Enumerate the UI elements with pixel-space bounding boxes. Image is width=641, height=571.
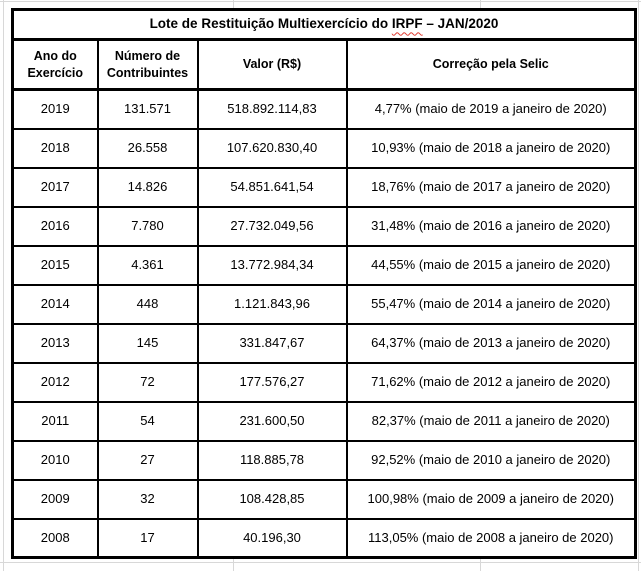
cell-value[interactable]: 518.892.114,83 xyxy=(196,88,348,130)
cell-selic[interactable]: 55,47% (maio de 2014 a janeiro de 2020) xyxy=(345,283,637,325)
table-title-prefix: Lote de Restituição Multiexercício do xyxy=(149,16,392,32)
table-row: 2016 7.780 27.732.049,56 31,48% (maio de… xyxy=(11,205,637,247)
cell-year[interactable]: 2017 xyxy=(11,166,99,208)
cell-selic[interactable]: 113,05% (maio de 2008 a janeiro de 2020) xyxy=(345,517,637,559)
cell-contributors[interactable]: 7.780 xyxy=(96,205,199,247)
cell-value[interactable]: 331.847,67 xyxy=(196,322,348,364)
cell-value[interactable]: 13.772.984,34 xyxy=(196,244,348,286)
cell-value[interactable]: 1.121.843,96 xyxy=(196,283,348,325)
spreadsheet-gridline-vertical xyxy=(638,0,639,571)
cell-selic[interactable]: 71,62% (maio de 2012 a janeiro de 2020) xyxy=(345,361,637,403)
cell-year[interactable]: 2008 xyxy=(11,517,99,559)
cell-year[interactable]: 2018 xyxy=(11,127,99,169)
table-row: 2009 32 108.428,85 100,98% (maio de 2009… xyxy=(11,478,637,520)
table-title-suffix: – JAN/2020 xyxy=(422,16,499,32)
table-row: 2015 4.361 13.772.984,34 44,55% (maio de… xyxy=(11,244,637,286)
cell-contributors[interactable]: 4.361 xyxy=(96,244,199,286)
cell-selic[interactable]: 18,76% (maio de 2017 a janeiro de 2020) xyxy=(345,166,637,208)
cell-value[interactable]: 177.576,27 xyxy=(196,361,348,403)
cell-year[interactable]: 2014 xyxy=(11,283,99,325)
cell-year[interactable]: 2013 xyxy=(11,322,99,364)
header-ano-exercicio[interactable]: Ano do Exercício xyxy=(11,38,99,91)
table-row: 2019 131.571 518.892.114,83 4,77% (maio … xyxy=(11,88,637,130)
spreadsheet-gridline-horizontal xyxy=(0,1,641,2)
table-title-row: Lote de Restituição Multiexercício do IR… xyxy=(11,8,637,41)
table-title-cell[interactable]: Lote de Restituição Multiexercício do IR… xyxy=(11,8,637,41)
cell-value[interactable]: 27.732.049,56 xyxy=(196,205,348,247)
table-row: 2017 14.826 54.851.641,54 18,76% (maio d… xyxy=(11,166,637,208)
cell-contributors[interactable]: 27 xyxy=(96,439,199,481)
table-row: 2013 145 331.847,67 64,37% (maio de 2013… xyxy=(11,322,637,364)
cell-value[interactable]: 40.196,30 xyxy=(196,517,348,559)
irpf-restitution-table: Lote de Restituição Multiexercício do IR… xyxy=(11,8,637,559)
cell-selic[interactable]: 31,48% (maio de 2016 a janeiro de 2020) xyxy=(345,205,637,247)
spreadsheet-gridline-horizontal xyxy=(0,562,641,563)
cell-selic[interactable]: 4,77% (maio de 2019 a janeiro de 2020) xyxy=(345,88,637,130)
cell-contributors[interactable]: 54 xyxy=(96,400,199,442)
header-numero-contribuintes[interactable]: Número de Contribuintes xyxy=(96,38,199,91)
cell-selic[interactable]: 100,98% (maio de 2009 a janeiro de 2020) xyxy=(345,478,637,520)
cell-contributors[interactable]: 131.571 xyxy=(96,88,199,130)
spreadsheet-gridline-vertical xyxy=(3,0,4,571)
header-correcao-selic[interactable]: Correção pela Selic xyxy=(345,38,637,91)
cell-contributors[interactable]: 448 xyxy=(96,283,199,325)
cell-selic[interactable]: 92,52% (maio de 2010 a janeiro de 2020) xyxy=(345,439,637,481)
cell-selic[interactable]: 82,37% (maio de 2011 a janeiro de 2020) xyxy=(345,400,637,442)
cell-contributors[interactable]: 32 xyxy=(96,478,199,520)
cell-value[interactable]: 118.885,78 xyxy=(196,439,348,481)
cell-year[interactable]: 2009 xyxy=(11,478,99,520)
cell-contributors[interactable]: 17 xyxy=(96,517,199,559)
cell-year[interactable]: 2015 xyxy=(11,244,99,286)
table-row: 2018 26.558 107.620.830,40 10,93% (maio … xyxy=(11,127,637,169)
cell-year[interactable]: 2011 xyxy=(11,400,99,442)
cell-selic[interactable]: 44,55% (maio de 2015 a janeiro de 2020) xyxy=(345,244,637,286)
cell-selic[interactable]: 64,37% (maio de 2013 a janeiro de 2020) xyxy=(345,322,637,364)
cell-contributors[interactable]: 14.826 xyxy=(96,166,199,208)
table-row: 2011 54 231.600,50 82,37% (maio de 2011 … xyxy=(11,400,637,442)
table-row: 2014 448 1.121.843,96 55,47% (maio de 20… xyxy=(11,283,637,325)
table-row: 2010 27 118.885,78 92,52% (maio de 2010 … xyxy=(11,439,637,481)
table-row: 2012 72 177.576,27 71,62% (maio de 2012 … xyxy=(11,361,637,403)
cell-contributors[interactable]: 26.558 xyxy=(96,127,199,169)
cell-contributors[interactable]: 72 xyxy=(96,361,199,403)
cell-value[interactable]: 107.620.830,40 xyxy=(196,127,348,169)
cell-year[interactable]: 2010 xyxy=(11,439,99,481)
cell-value[interactable]: 54.851.641,54 xyxy=(196,166,348,208)
table-row: 2008 17 40.196,30 113,05% (maio de 2008 … xyxy=(11,517,637,559)
table-title-spellcheck-word: IRPF xyxy=(391,16,423,32)
table-header-row: Ano do Exercício Número de Contribuintes… xyxy=(11,38,637,91)
cell-contributors[interactable]: 145 xyxy=(96,322,199,364)
cell-value[interactable]: 231.600,50 xyxy=(196,400,348,442)
cell-year[interactable]: 2016 xyxy=(11,205,99,247)
cell-value[interactable]: 108.428,85 xyxy=(196,478,348,520)
header-valor[interactable]: Valor (R$) xyxy=(196,38,348,91)
cell-year[interactable]: 2012 xyxy=(11,361,99,403)
cell-selic[interactable]: 10,93% (maio de 2018 a janeiro de 2020) xyxy=(345,127,637,169)
cell-year[interactable]: 2019 xyxy=(11,88,99,130)
